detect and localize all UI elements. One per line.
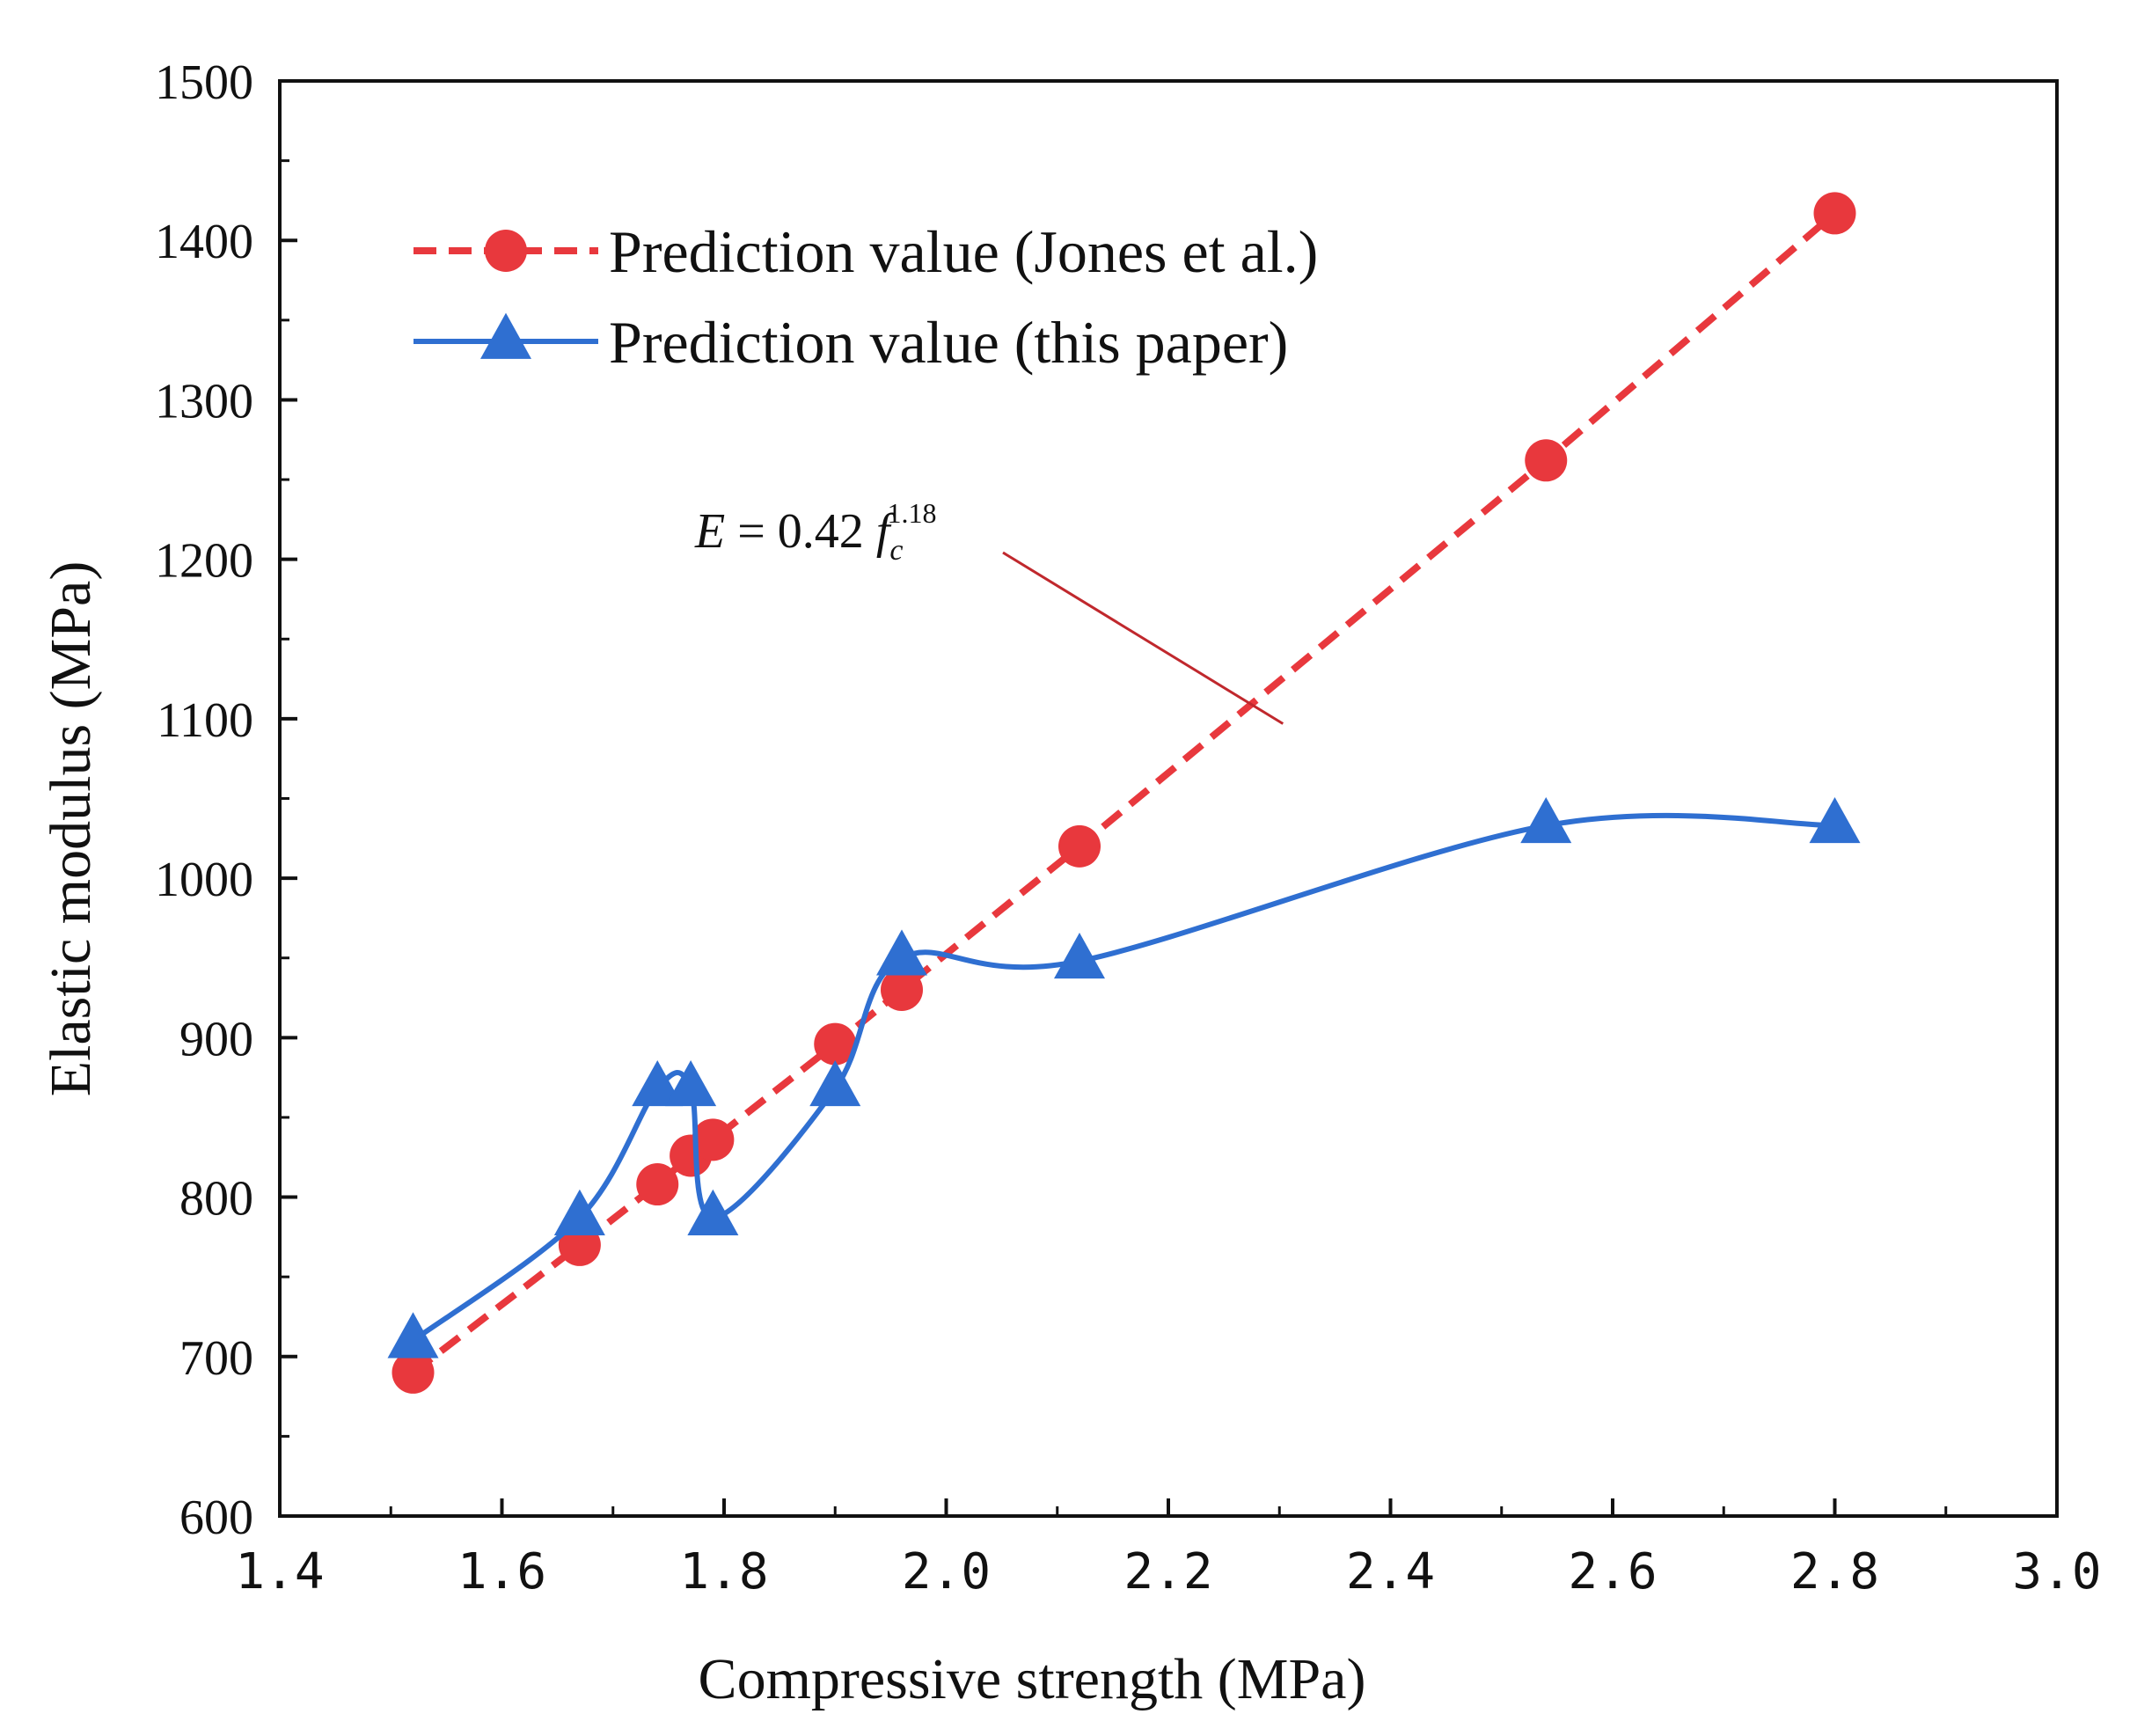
x-tick-label: 3.0 [2012,1543,2101,1600]
y-tick-label: 1000 [155,853,253,907]
plot-area [387,192,1861,1394]
data-point [814,1022,857,1066]
data-point [1058,824,1101,868]
data-point [809,1059,861,1107]
x-tick-label: 2.0 [902,1543,991,1600]
x-tick-label: 1.6 [457,1543,546,1600]
legend-label: Prediction value (this paper) [609,309,1288,376]
legend-item: Prediction value (Jones et al.) [413,218,1318,285]
y-tick-label: 1200 [155,534,253,589]
plot-frame [278,79,2059,1518]
x-tick-label: 1.4 [235,1543,324,1600]
data-point [1520,796,1572,844]
legend: Prediction value (Jones et al.) Predictio… [413,218,1318,376]
annotation: E = 0.42 fc1.18 [694,497,1284,725]
data-point [392,1351,435,1394]
y-tick-label: 1300 [155,374,253,429]
equation-label: E = 0.42 fc1.18 [694,497,936,567]
data-point [692,1118,735,1161]
y-axis-label: Elastic modulus (MPa) [39,561,103,1097]
data-point [881,968,923,1011]
y-tick-label: 1500 [155,55,253,110]
x-axis-label: Compressive strength (MPa) [699,1647,1366,1711]
data-point [1813,192,1856,235]
y-tick-label: 700 [179,1331,253,1386]
legend-label: Prediction value (Jones et al.) [609,218,1318,285]
series-line [411,812,1835,1344]
axes: 1.4 1.6 1.8 2.0 2.2 2.4 2.6 2.8 3.0 600 700 800 900 1… [155,55,2102,1600]
data-point [636,1163,679,1206]
annotation-leader-line [1002,551,1284,725]
data-point [553,1189,605,1235]
data-point [1809,796,1861,844]
data-point [876,929,927,976]
legend-marker [485,230,527,272]
data-point [387,1312,439,1359]
x-tick-label: 2.6 [1568,1543,1657,1600]
y-tick-label: 1100 [157,693,253,748]
x-tick-label: 2.2 [1123,1543,1212,1600]
y-tick-label: 1400 [155,215,253,269]
legend-item: Prediction value (this paper) [413,309,1288,376]
series-this-paper [387,796,1861,1359]
legend-marker [480,312,531,359]
y-tick-label: 600 [179,1491,253,1545]
y-tick-label: 800 [179,1172,253,1227]
x-tick-label: 2.8 [1790,1543,1879,1600]
data-point [632,1059,684,1107]
data-point [687,1189,739,1235]
y-tick-label: 900 [179,1012,253,1066]
series-line [411,210,1838,1376]
data-point [1054,932,1105,979]
x-tick-label: 1.8 [679,1543,768,1600]
data-point [1525,439,1568,482]
data-point [665,1059,717,1107]
series-jones [392,192,1856,1394]
x-tick-label: 2.4 [1346,1543,1435,1600]
